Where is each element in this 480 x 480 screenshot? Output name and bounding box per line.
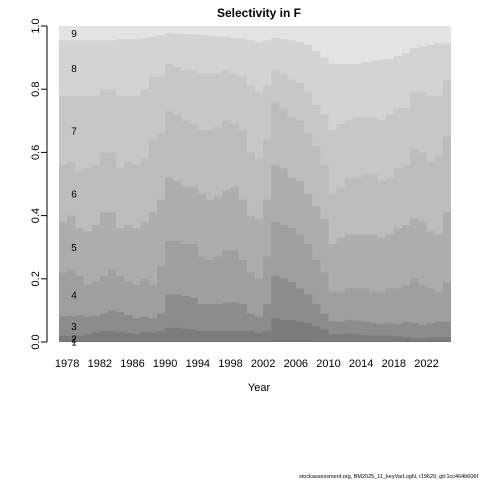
x-tick-label: 2006 (284, 358, 308, 370)
x-tick-label: 2010 (316, 358, 340, 370)
x-tick-label: 1998 (218, 358, 242, 370)
age-label-7: 7 (71, 126, 77, 137)
x-tick-label: 1978 (55, 358, 79, 370)
x-axis: 1978 1982 1986 1990 1994 1998 2002 2006 2010 2014… (55, 358, 439, 370)
chart-title: Selectivity in F (217, 6, 301, 20)
age-label-6: 6 (71, 190, 77, 201)
x-tick-label: 2022 (414, 358, 438, 370)
age-label-2: 2 (71, 334, 77, 345)
age-label-4: 4 (71, 291, 77, 302)
y-axis: 0.0 0.2 0.4 0.6 0.8 1.0 (30, 18, 48, 350)
x-tick-label: 2014 (349, 358, 373, 370)
x-tick-label: 2002 (251, 358, 275, 370)
y-tick-label: 0.6 (30, 145, 42, 160)
x-tick-label: 1994 (186, 358, 210, 370)
y-tick-label: 0.2 (30, 271, 42, 286)
x-tick-label: 1990 (153, 358, 177, 370)
x-tick-label: 1986 (120, 358, 144, 370)
age-label-group: 123 4 5 6 7 8 9 (71, 29, 77, 348)
y-tick-label: 0.4 (30, 208, 42, 223)
age-label-1: 1 (71, 338, 77, 349)
age-label-9: 9 (71, 29, 77, 40)
y-tick-label: 1.0 (30, 18, 42, 33)
age-label-5: 5 (71, 243, 77, 254)
area-series-group (59, 26, 451, 343)
x-tick-label: 1982 (88, 358, 112, 370)
footer-note: stockassessment.org, BM2025_11_keyVarLog… (299, 474, 478, 480)
x-tick-label: 2018 (382, 358, 406, 370)
area-age-3 (59, 275, 451, 342)
age-label-8: 8 (71, 64, 77, 75)
x-axis-label: Year (248, 382, 271, 394)
area-age-4 (59, 221, 451, 342)
area-age-2 (59, 318, 451, 342)
y-tick-label: 0.8 (30, 82, 42, 97)
age-label-3: 3 (71, 322, 77, 333)
y-tick-label: 0.0 (30, 334, 42, 349)
area-age-1 (59, 340, 451, 342)
